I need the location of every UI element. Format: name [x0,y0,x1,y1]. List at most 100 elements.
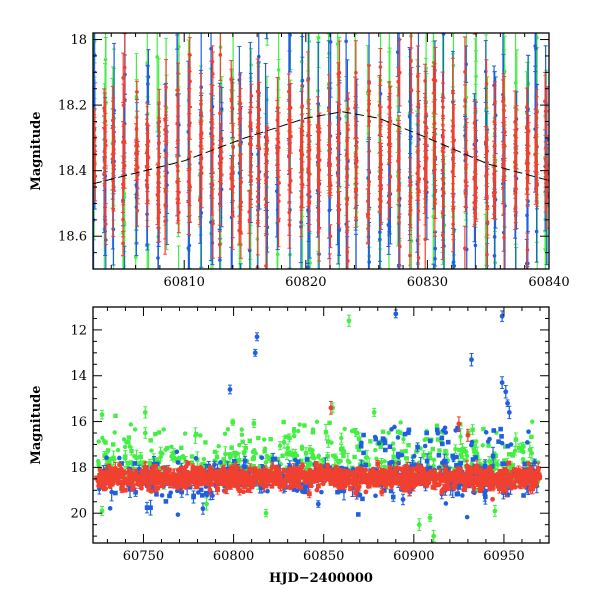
y-tick-label: 18 [70,33,87,48]
data-point [285,465,290,471]
data-point [264,453,270,459]
data-point [416,102,421,107]
data-point [138,454,143,460]
data-point [186,199,191,204]
data-point [379,168,383,172]
data-point [336,146,340,150]
data-point [535,318,539,322]
data-point [408,199,412,204]
data-point [441,33,446,36]
data-point [299,195,304,200]
y-tick-label: 18.6 [58,230,87,245]
data-point [306,78,310,83]
data-point [189,454,195,459]
data-point [275,357,279,361]
data-point [199,102,203,106]
data-point [473,243,478,248]
data-point [397,70,402,75]
data-point [337,70,342,75]
data-point [280,453,285,458]
data-point [230,105,234,110]
data-point [177,44,181,49]
data-point [218,53,223,57]
data-point [386,200,391,204]
data-point [409,59,413,64]
top-axis-ticks: 60810 60820 60830 60840 18 18.2 18.4 18.6 [58,33,570,290]
data-point [302,423,307,428]
data-point [529,450,535,456]
data-point [377,197,382,201]
data-point [276,218,281,223]
data-point [157,344,161,348]
data-point [344,39,348,44]
data-point [249,94,254,98]
data-point [346,259,350,263]
data-point [187,112,191,116]
data-point [218,258,222,262]
data-point [484,82,489,86]
data-point [104,143,108,148]
data-point [247,210,252,214]
data-point [520,457,526,462]
data-point [366,108,371,113]
data-point [432,91,436,95]
data-point [201,456,207,462]
data-point [164,85,168,90]
data-point [337,228,341,232]
data-point [163,128,167,132]
data-point [122,444,128,450]
data-point [327,208,332,213]
data-point [163,447,168,452]
data-point [451,222,455,227]
data-point [475,487,480,493]
data-point [121,217,125,222]
data-point [122,163,127,168]
data-point [397,244,402,249]
data-point [229,175,234,180]
data-point [453,446,458,452]
data-point [230,419,235,425]
data-point [323,429,329,435]
data-point [124,440,129,445]
data-point [396,155,401,159]
data-point [356,447,362,453]
data-point [424,156,429,161]
data-point [288,105,293,110]
data-point [210,367,214,371]
data-point [93,148,97,153]
data-point [304,465,310,471]
data-point [459,454,464,459]
data-point [102,438,107,444]
data-point [337,108,342,112]
data-point [147,282,151,286]
data-point [122,329,126,333]
data-point [535,144,539,149]
data-point [225,426,231,432]
data-point [238,271,242,275]
data-point [229,98,234,103]
y-tick-label: 18.4 [58,164,87,179]
data-point [129,448,134,454]
data-point [463,449,468,454]
data-point [256,221,260,225]
data-point [96,458,101,464]
data-point [176,104,180,109]
data-point [146,75,151,79]
data-point [492,119,497,124]
data-point [171,450,177,455]
data-point [354,282,358,286]
data-point [107,460,112,465]
data-point [397,198,401,203]
data-point [249,281,253,285]
data-point [229,308,233,312]
data-point [484,135,489,140]
data-point [163,219,167,224]
x-tick-label: 60840 [528,275,569,290]
data-point [284,451,290,456]
data-point [386,430,391,436]
data-point [238,101,243,106]
data-point [233,454,238,459]
data-point [286,89,291,94]
data-point [471,445,476,451]
data-point [427,455,433,461]
